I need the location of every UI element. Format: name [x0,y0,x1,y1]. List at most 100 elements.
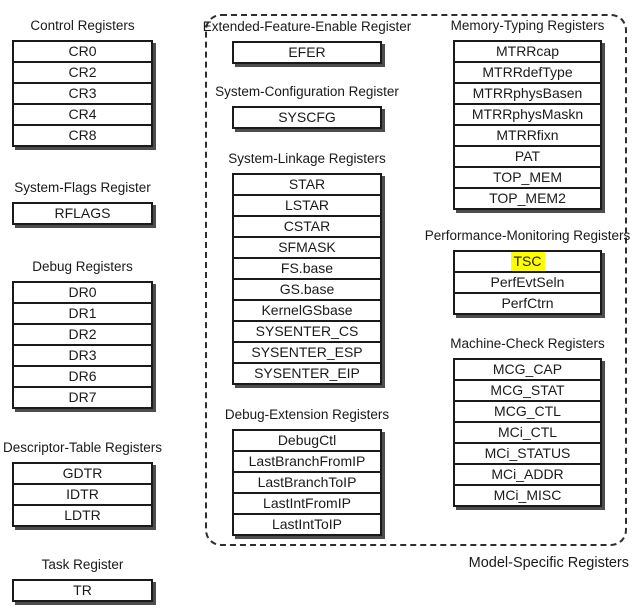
extended-feature-enable-register-panel: Extended-Feature-Enable Register EFER [203,18,411,64]
register-label: MCG_CTL [494,403,561,419]
register-cell: DebugCtl [234,431,380,450]
register-label: TOP_MEM [493,169,562,185]
register-label: SFMASK [278,239,336,255]
debug-extension-registers-box: DebugCtl LastBranchFromIP LastBranchToIP La… [232,429,382,536]
register-cell: LastBranchToIP [234,471,380,492]
register-label: MCi_MISC [493,487,562,503]
system-linkage-registers-title: System-Linkage Registers [228,151,386,166]
register-label: KernelGSbase [261,302,353,318]
register-cell: MCi_CTL [455,421,600,442]
system-flags-register-box: RFLAGS [12,202,153,225]
debug-registers-title: Debug Registers [32,259,133,274]
task-register-panel: Task Register TR [12,556,153,602]
system-configuration-register-title: System-Configuration Register [215,84,399,99]
register-cell: TOP_MEM2 [455,187,600,208]
register-cell: CR8 [14,124,151,145]
register-cell: LDTR [14,504,151,525]
register-label: LastIntFromIP [263,495,351,511]
register-cell: PerfEvtSeln [455,271,600,292]
machine-check-registers-title: Machine-Check Registers [450,336,605,351]
register-label: MCG_CAP [492,361,563,377]
control-registers-box: CR0 CR2 CR3 CR4 CR8 [12,40,153,147]
performance-monitoring-registers-box: TSC PerfEvtSeln PerfCtrn [453,250,602,315]
register-label: CR4 [68,106,97,122]
memory-typing-registers-box: MTRRcap MTRRdefType MTRRphysBasen MTRRphysM… [453,40,602,210]
register-cell: MTRRcap [455,42,600,61]
register-label: GS.base [279,281,335,297]
register-cell: MTRRdefType [455,61,600,82]
register-cell: RFLAGS [14,204,151,223]
system-flags-register-title: System-Flags Register [14,180,151,195]
register-cell: MCi_ADDR [455,463,600,484]
register-cell: MTRRfixn [455,124,600,145]
extended-feature-enable-register-box: EFER [232,41,382,64]
register-cell: LastIntFromIP [234,492,380,513]
register-cell: DR0 [14,283,151,302]
register-label: SYSENTER_EIP [254,365,360,381]
register-label: SYSENTER_CS [255,323,359,339]
register-label: DR7 [68,389,97,405]
register-cell: FS.base [234,257,380,278]
register-cell: MCi_MISC [455,484,600,505]
register-cell: DR6 [14,365,151,386]
register-label: GDTR [62,465,103,481]
register-cell: CSTAR [234,215,380,236]
register-label: DR0 [68,284,97,300]
register-label: LSTAR [284,197,330,213]
register-label: STAR [288,176,326,192]
register-label: PerfEvtSeln [490,274,565,290]
performance-monitoring-registers-panel: Performance-Monitoring Registers TSC Perf… [425,227,630,315]
register-label: TSC [510,252,545,271]
register-cell: LastBranchFromIP [234,450,380,471]
descriptor-table-registers-title: Descriptor-Table Registers [2,440,163,455]
register-label: PAT [514,148,541,164]
task-register-box: TR [12,579,153,602]
memory-typing-registers-title: Memory-Typing Registers [450,18,605,33]
register-label: IDTR [66,486,99,502]
memory-typing-registers-panel: Memory-Typing Registers MTRRcap MTRRdefTy… [450,17,605,210]
register-cell: MCG_STAT [455,379,600,400]
register-label: CSTAR [283,218,331,234]
register-cell: CR4 [14,103,151,124]
register-label: LastIntToIP [271,516,343,532]
debug-extension-registers-panel: Debug-Extension Registers DebugCtl LastBr… [225,406,389,536]
register-cell: PerfCtrn [455,292,600,313]
register-cell: MCG_CTL [455,400,600,421]
register-label: MCi_ADDR [491,466,564,482]
register-label: CR3 [68,85,97,101]
register-label: DebugCtl [277,432,337,448]
register-label: SYSENTER_ESP [251,344,363,360]
register-cell: PAT [455,145,600,166]
register-label: MCi_STATUS [484,445,571,461]
register-cell: SYSENTER_ESP [234,341,380,362]
register-label: MTRRdefType [482,64,573,80]
register-cell: DR2 [14,323,151,344]
control-registers-panel: Control Registers CR0 CR2 CR3 CR4 CR8 [12,17,153,147]
descriptor-table-registers-panel: Descriptor-Table Registers GDTR IDTR LDTR [3,439,162,527]
register-label: RFLAGS [54,205,111,221]
register-label: LDTR [64,507,101,523]
system-linkage-registers-panel: System-Linkage Registers STAR LSTAR CSTAR S… [228,150,386,385]
register-cell: TOP_MEM [455,166,600,187]
debug-registers-box: DR0 DR1 DR2 DR3 DR6 DR7 [12,281,153,409]
machine-check-registers-box: MCG_CAP MCG_STAT MCG_CTL MCi_CTL MCi_STATUS M… [453,358,602,507]
system-configuration-register-box: SYSCFG [232,106,382,129]
register-cell: CR0 [14,42,151,61]
register-cell: MTRRphysBasen [455,82,600,103]
register-label: CR0 [68,43,97,59]
register-cell: TR [14,581,151,600]
register-label: CR2 [68,64,97,80]
debug-registers-panel: Debug Registers DR0 DR1 DR2 DR3 DR6 DR7 [12,258,153,409]
register-cell: MTRRphysMaskn [455,103,600,124]
msr-group-label: Model-Specific Registers [468,555,629,571]
register-cell: GDTR [14,464,151,483]
register-cell: CR3 [14,82,151,103]
register-label: TR [73,582,92,598]
control-registers-title: Control Registers [30,18,135,33]
register-label: PerfCtrn [501,295,554,311]
register-label: MTRRphysBasen [472,85,583,101]
register-cell: SYSENTER_EIP [234,362,380,383]
register-cell: DR3 [14,344,151,365]
system-configuration-register-panel: System-Configuration Register SYSCFG [215,83,399,129]
register-label: SYSCFG [278,109,336,125]
